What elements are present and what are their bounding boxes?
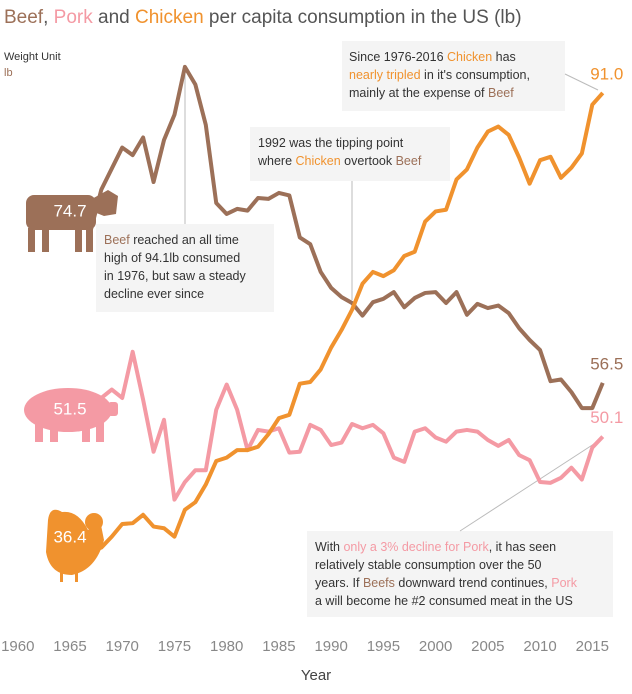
x-tick-label: 1975 [158,638,191,655]
x-tick-label: 2010 [523,638,556,655]
x-tick-label: 2005 [471,638,504,655]
annotation-part: a will become he #2 consumed meat in the… [315,594,573,608]
series-line [88,64,605,411]
annotation-line: a will become he #2 consumed meat in the… [315,594,573,608]
annotation-line: years. If Beefs downward trend continues… [315,576,578,590]
series-line [90,91,605,554]
annotation-part: Beefs [363,576,395,590]
start-label: 51.5 [53,399,86,418]
annotation-line: relatively stable consumption over the 5… [315,558,542,572]
title-part: and [93,7,135,28]
annotation-line: With only a 3% decline for Pork, it has … [315,540,556,554]
x-tick-label: 2015 [576,638,609,655]
annotation-part: nearly tripled [349,68,421,82]
title-part: Pork [54,7,94,28]
annotation-box [307,531,613,617]
title-part: Beef [4,7,44,28]
annotation-line: mainly at the expense of Beef [349,86,514,100]
pig-icon [24,388,118,442]
annotation-line: decline ever since [104,287,204,301]
annotation-part: Chicken [447,50,492,64]
title-part: , [43,7,54,28]
cow-icon [26,190,118,252]
annotation-part: in it's consumption, [421,68,530,82]
annotation-part: relatively stable consumption over the 5… [315,558,542,572]
annotation-part: reached an all time [130,233,239,247]
chart-title: Beef, Pork and Chicken per capita consum… [4,7,522,28]
annotation-part: Beef [396,154,422,168]
annotation-line: high of 94.1lb consumed [104,251,240,265]
title-part: Chicken [135,7,204,28]
legend-title: Weight Unit [4,51,61,63]
annotation-box [342,41,565,111]
annotation-part: has [492,50,516,64]
x-tick-label: 2000 [419,638,452,655]
annotation-part: Since 1976-2016 [349,50,447,64]
annotation-part: years. If [315,576,363,590]
x-tick-label: 1965 [53,638,86,655]
end-label: 56.5 [590,354,623,373]
annotation-line: Since 1976-2016 Chicken has [349,50,516,64]
annotation-part: where [257,154,296,168]
annotation-part: With [315,540,343,554]
annotation-line: 1992 was the tipping point [258,136,404,150]
annotation-part: 1992 was the tipping point [258,136,404,150]
legend-unit: lb [4,67,13,79]
leader [564,73,599,91]
annotation-part: Pork [551,576,577,590]
annotation-line: where Chicken overtook Beef [257,154,422,168]
annotation-line: nearly tripled in it's consumption, [349,68,530,82]
annotation-line: in 1976, but saw a steady [104,269,247,283]
end-label: 50.1 [590,408,623,427]
annotation-part: downward trend continues, [395,576,551,590]
x-axis-title: Year [301,667,331,684]
annotation-part: overtook [341,154,396,168]
x-tick-label: 1995 [367,638,400,655]
annotation-part: Beef [488,86,514,100]
series-line [89,349,605,502]
annotation-part: Chicken [296,154,341,168]
annotation-part: mainly at the expense of [349,86,488,100]
end-label: 91.0 [590,64,623,83]
annotation-part: decline ever since [104,287,204,301]
annotation-part: Beef [104,233,130,247]
annotation-part: high of 94.1lb consumed [104,251,240,265]
x-tick-label: 1970 [106,638,139,655]
annotation-part: in 1976, but saw a steady [104,269,247,283]
start-label: 74.7 [53,201,86,220]
annotation-line: Beef reached an all time [104,233,239,247]
x-tick-label: 1990 [314,638,347,655]
start-label: 36.4 [53,527,86,546]
x-tick-label: 1985 [262,638,295,655]
x-tick-label: 1980 [210,638,243,655]
chicken-icon [46,509,104,582]
annotation-box [96,224,274,312]
x-tick-label: 1960 [1,638,34,655]
title-part: per capita consumption in the US (lb) [204,7,522,28]
annotation-part: only a 3% decline for Pork [343,540,489,554]
annotation-box [250,127,450,181]
leader [459,439,601,532]
annotation-part: , it has seen [489,540,556,554]
